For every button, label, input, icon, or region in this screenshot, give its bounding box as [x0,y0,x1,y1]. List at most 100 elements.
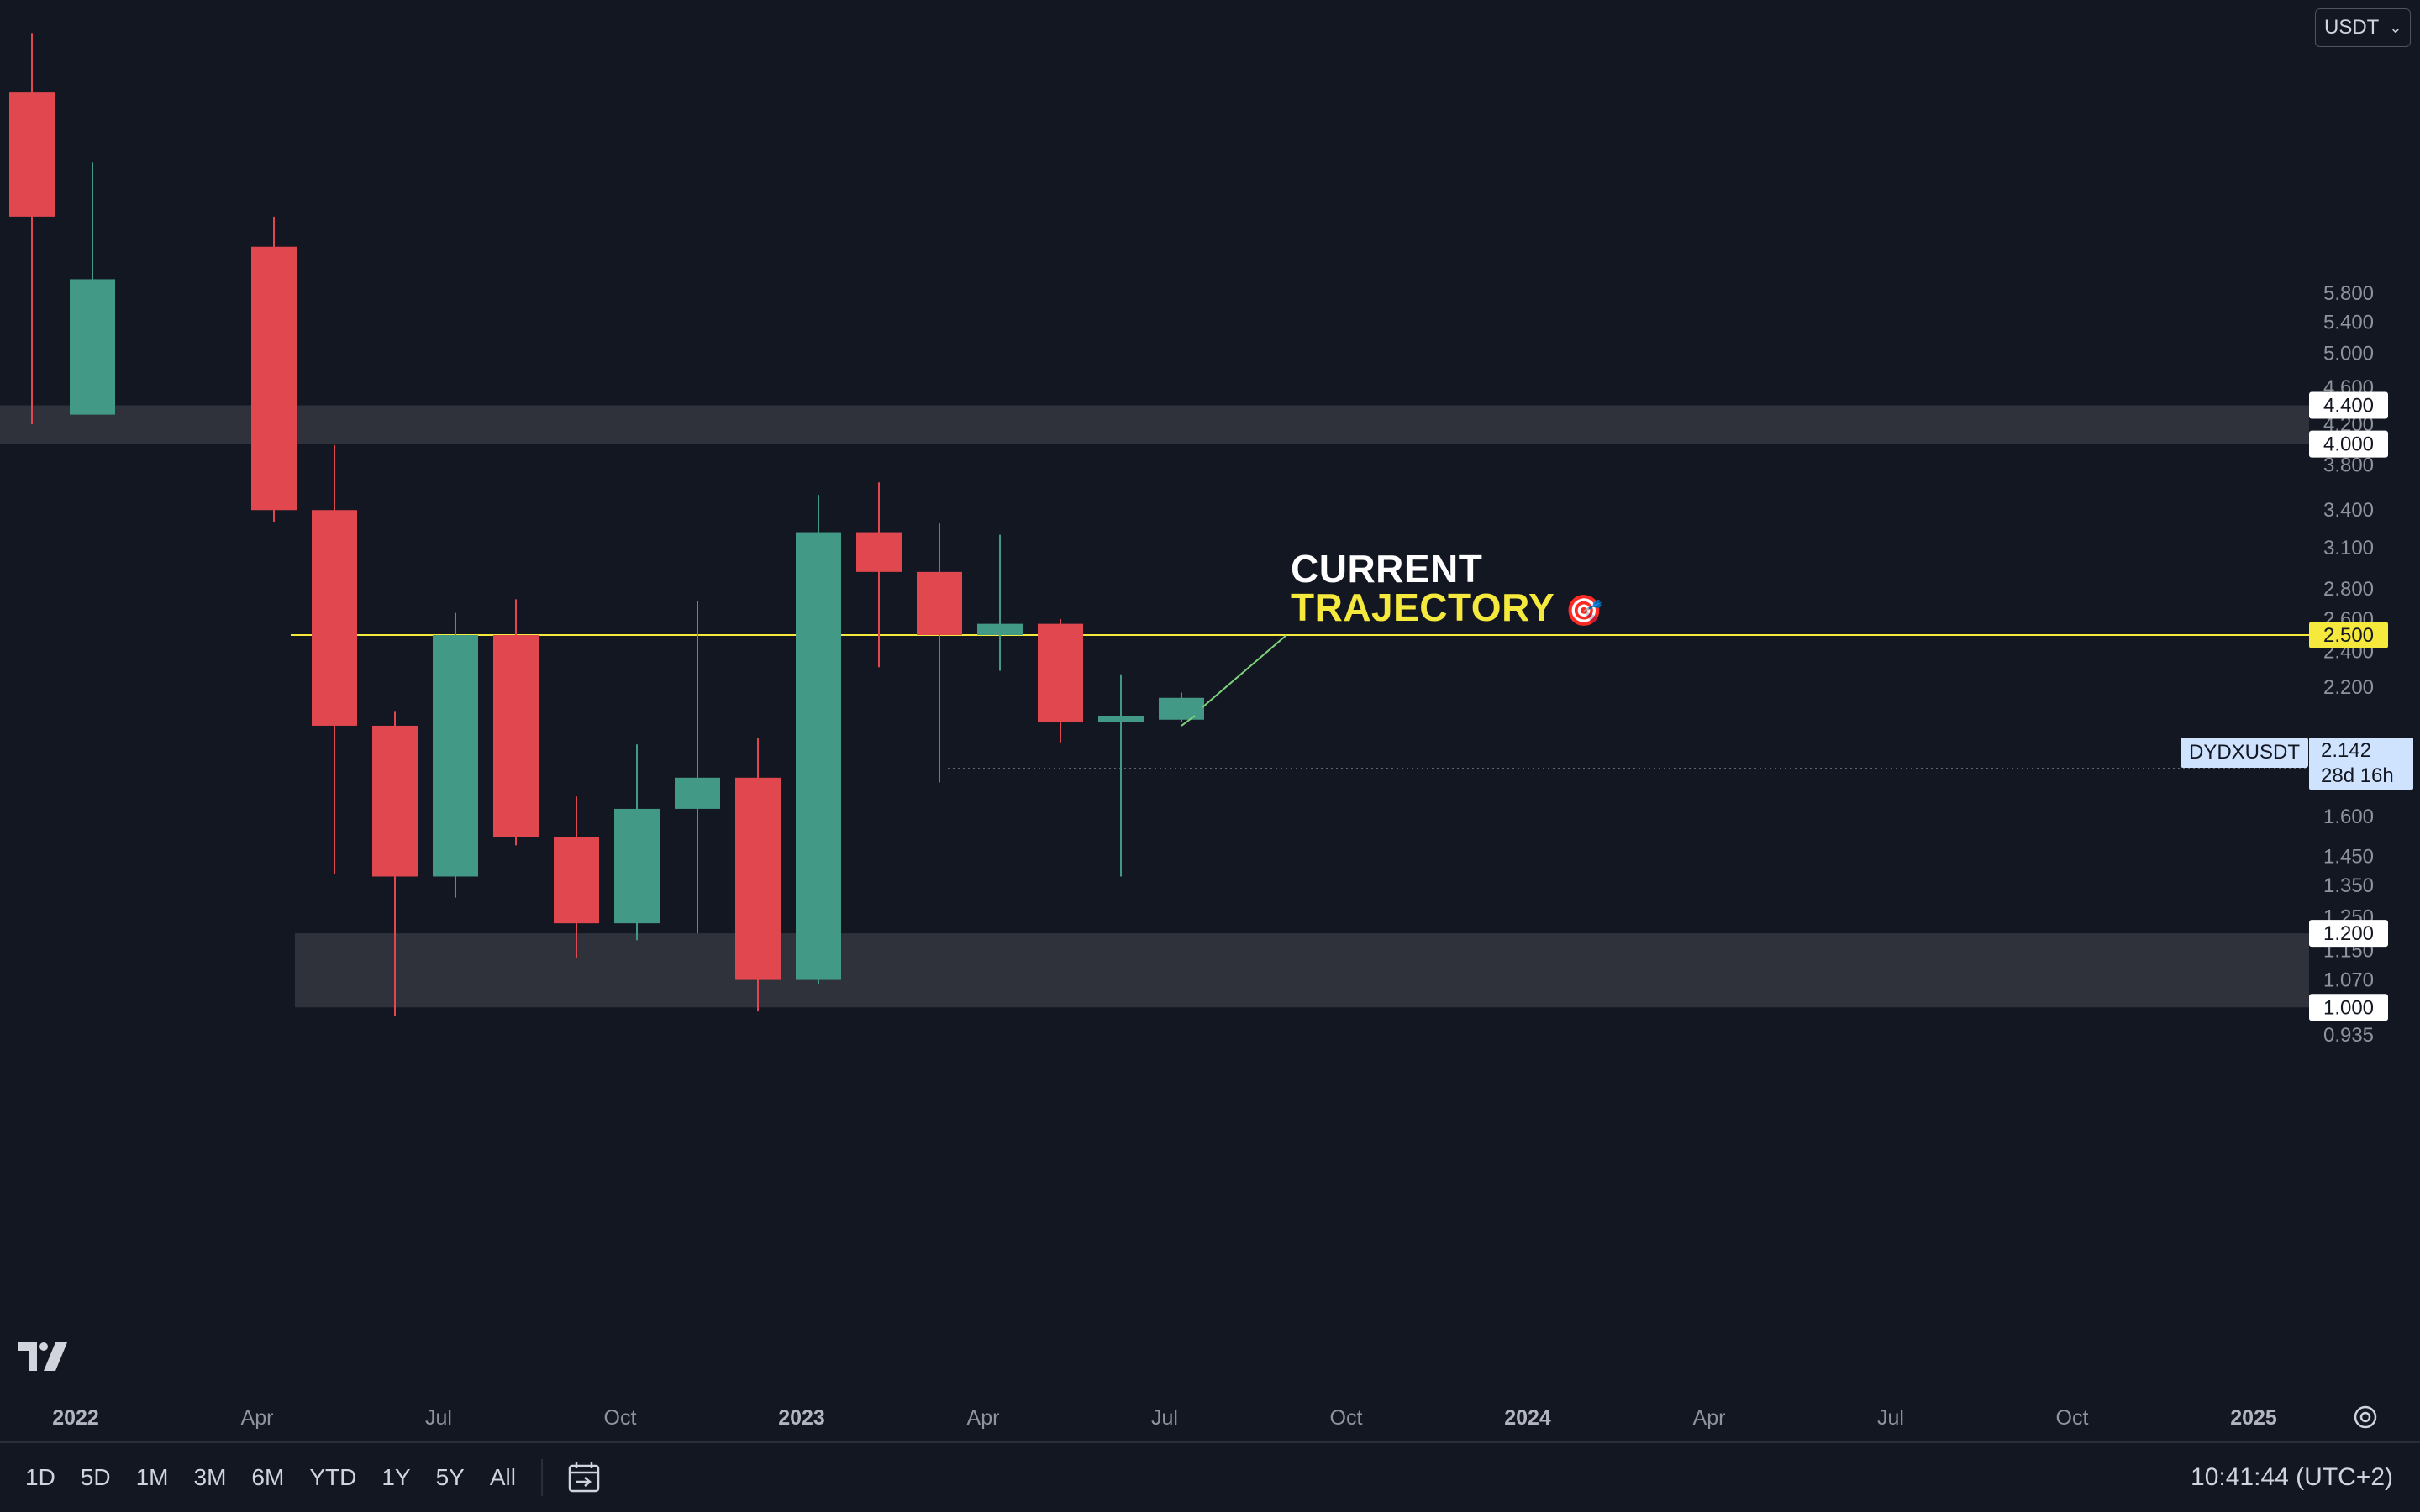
time-tick-oct: Oct [604,1406,637,1430]
trajectory-line [1202,634,1287,708]
candle-body [493,635,539,837]
candle-body [372,725,418,877]
time-tick-2024: 2024 [1504,1406,1551,1430]
candle-2022-09 [554,796,599,958]
price-tick-5.400: 5.400 [2323,311,2374,333]
range-button-3m[interactable]: 3M [193,1464,227,1490]
candle-body [735,777,781,980]
price-tag-label: 1.200 [2323,922,2374,945]
candle-2023-01 [796,495,841,984]
candle-2022-06 [372,711,418,1016]
price-tag-label: 4.000 [2323,433,2374,456]
time-axis[interactable]: 2022 Apr Jul Oct 2023 Apr Jul Oct 2024 Apr Jul Oct 2… [52,1406,2277,1430]
candle-body [312,510,357,726]
candle-2022-01 [70,162,115,415]
candle-2023-03 [917,523,962,783]
range-buttons: 1D 5D 1M 3M 6M YTD 1Y 5Y All [0,1464,516,1491]
time-tick-jul: Jul [425,1406,452,1430]
currency-select[interactable]: USDT ⌄ [2315,8,2411,47]
clock[interactable]: 10:41:44 (UTC+2) [2191,1463,2393,1491]
settings-gear-icon[interactable] [2351,1403,2380,1431]
candle-body [1038,623,1083,722]
price-tag-1.000: 1.000 [2309,994,2388,1021]
price-tag-box [2309,391,2388,419]
time-tick-apr: Apr [1693,1406,1726,1430]
price-axis[interactable]: 5.8005.4005.0004.6004.2003.8003.4003.100… [2309,282,2388,1047]
annotation-line-2: TRAJECTORY 🎯 [1291,588,1603,630]
candle-2023-05 [1038,619,1083,743]
candle-2022-07 [433,612,478,898]
price-tick-1.450: 1.450 [2323,846,2374,869]
candle-body [675,777,720,809]
candle-body [9,92,55,217]
range-button-6m[interactable]: 6M [251,1464,285,1490]
candle-body [433,635,478,877]
projection-layer [1181,634,1287,727]
candle-countdown: 28d 16h [2321,764,2394,787]
time-tick-2023: 2023 [778,1406,825,1430]
range-button-1m[interactable]: 1M [135,1464,169,1490]
trajectory-annotation: CURRENT TRAJECTORY 🎯 [1291,549,1603,630]
candles-layer [9,33,1204,1016]
horizontal-lines-layer [291,634,2309,769]
price-tag-box [2309,920,2388,948]
chevron-down-icon: ⌄ [2389,18,2402,36]
current-price-tag: 2.142 28d 16h [2309,738,2413,790]
annotation-line-2-text: TRAJECTORY [1291,585,1555,629]
price-tag-box [2309,622,2388,648]
price-tick-0.935: 0.935 [2323,1024,2374,1047]
range-button-1d[interactable]: 1D [25,1464,55,1490]
price-tag-label: 1.000 [2323,996,2374,1019]
current-price-value: 2.142 [2321,739,2372,762]
price-tick-2.200: 2.200 [2323,676,2374,699]
candle-2023-07 [1159,692,1204,722]
trajectory-tail [1181,715,1196,727]
currency-label: USDT [2324,16,2380,39]
price-tag-4.000: 4.000 [2309,430,2388,458]
calendar-goto-icon[interactable] [566,1461,603,1494]
candle-2021-12 [9,33,55,425]
candle-body [917,571,962,635]
range-button-1y[interactable]: 1Y [381,1464,411,1490]
candle-body [856,532,902,572]
tradingview-logo[interactable] [18,1342,69,1371]
symbol-tag: DYDXUSDT [2181,738,2309,768]
price-tick-5.000: 5.000 [2323,343,2374,365]
annotation-line-1: CURRENT [1291,547,1483,591]
candle-2023-02 [856,482,902,668]
time-tick-2022: 2022 [52,1406,99,1430]
range-button-ytd[interactable]: YTD [309,1464,357,1490]
candle-2022-10 [614,744,660,941]
time-tick-oct: Oct [2056,1406,2089,1430]
price-tag-2.500: 2.500 [2309,622,2388,648]
price-tick-1.070: 1.070 [2323,969,2374,992]
candle-body [1098,716,1144,723]
candle-body [1159,697,1204,720]
price-tick-1.600: 1.600 [2323,806,2374,828]
price-tag-4.400: 4.400 [2309,391,2388,419]
price-tag-box [2309,430,2388,458]
range-button-all[interactable]: All [489,1464,516,1490]
time-tick-jul: Jul [1877,1406,1904,1430]
candle-body [614,808,660,924]
range-button-5d[interactable]: 5D [80,1464,111,1490]
price-tag-box [2309,994,2388,1021]
range-button-5y[interactable]: 5Y [435,1464,465,1490]
chart-area[interactable]: 5.8005.4005.0004.6004.2003.8003.4003.100… [0,0,2420,1441]
candle-2023-06 [1098,674,1144,877]
price-tag-label: 4.400 [2323,394,2374,417]
time-tick-2025: 2025 [2230,1406,2277,1430]
candle-2022-12 [735,738,781,1012]
candle-body [251,246,297,511]
candle-body [977,623,1023,635]
price-tick-5.800: 5.800 [2323,282,2374,305]
price-tick-1.350: 1.350 [2323,874,2374,897]
candle-2022-08 [493,599,539,846]
candle-2022-11 [675,601,720,934]
price-tag-label: 2.500 [2323,624,2374,647]
time-tick-oct: Oct [1330,1406,1363,1430]
time-tick-apr: Apr [241,1406,274,1430]
candle-2023-04 [977,534,1023,671]
price-tick-3.400: 3.400 [2323,499,2374,522]
candle-body [554,837,599,924]
